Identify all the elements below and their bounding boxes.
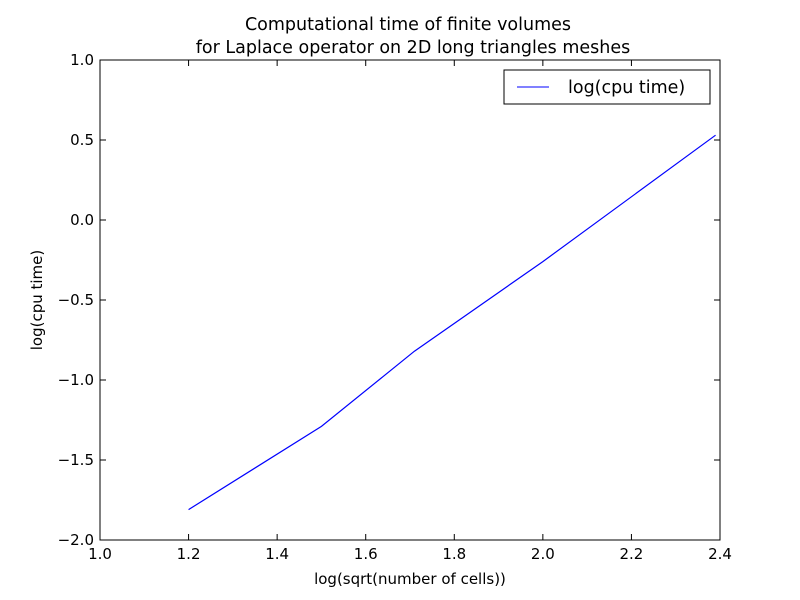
chart-title-line-1: Computational time of finite volumes bbox=[245, 15, 571, 35]
series-line-cpu-time bbox=[188, 134, 716, 511]
y-axis-label: log(cpu time) bbox=[28, 250, 46, 351]
x-tick-label: 2.4 bbox=[708, 545, 732, 563]
x-tick-label: 1.6 bbox=[354, 545, 378, 563]
x-axis-label: log(sqrt(number of cells)) bbox=[314, 570, 506, 588]
x-tick-label: 1.0 bbox=[88, 545, 112, 563]
x-tick-label: 2.0 bbox=[531, 545, 555, 563]
plot-frame bbox=[99, 59, 721, 541]
y-tick-label: 1.0 bbox=[70, 51, 94, 69]
x-tick-label: 1.4 bbox=[265, 545, 289, 563]
x-tick-label: 1.8 bbox=[442, 545, 466, 563]
y-tick-label: 0.5 bbox=[70, 131, 94, 149]
x-tick-label: 2.2 bbox=[619, 545, 643, 563]
y-axis-ticks: −2.0 −1.5 −1.0 −0.5 0.0 0.5 1.0 bbox=[58, 51, 720, 549]
chart-title-line-2: for Laplace operator on 2D long triangle… bbox=[196, 38, 631, 58]
legend: log(cpu time) bbox=[503, 69, 711, 105]
plot-marks bbox=[188, 134, 716, 511]
legend-label: log(cpu time) bbox=[568, 78, 685, 98]
y-tick-label: 0.0 bbox=[70, 211, 94, 229]
y-tick-label: −0.5 bbox=[58, 291, 94, 309]
y-tick-label: −1.5 bbox=[58, 451, 94, 469]
x-axis-ticks: 1.0 1.2 1.4 1.6 1.8 2.0 2.2 2.4 bbox=[88, 60, 732, 563]
y-tick-label: −1.0 bbox=[58, 371, 94, 389]
y-tick-label: −2.0 bbox=[58, 531, 94, 549]
x-tick-label: 1.2 bbox=[177, 545, 201, 563]
